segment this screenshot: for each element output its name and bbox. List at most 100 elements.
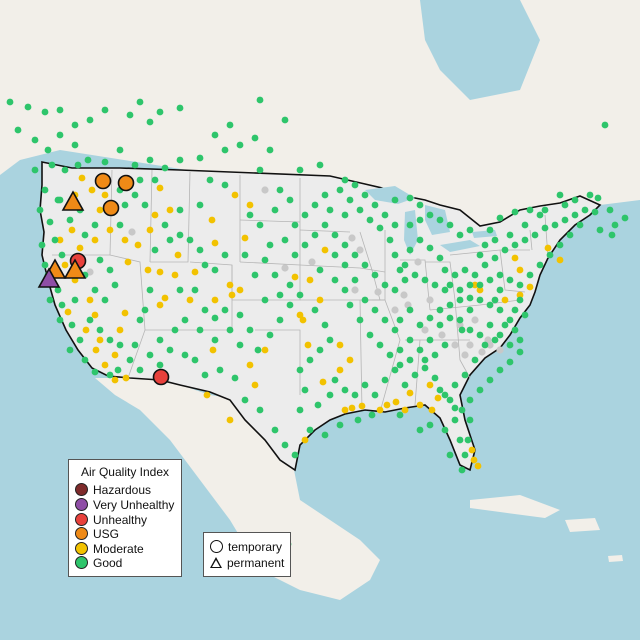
monitor-dot[interactable] bbox=[331, 231, 339, 239]
temporary-monitor-marker[interactable] bbox=[102, 199, 120, 217]
monitor-dot[interactable] bbox=[421, 276, 429, 284]
monitor-dot[interactable] bbox=[336, 341, 344, 349]
monitor-dot[interactable] bbox=[111, 281, 119, 289]
monitor-dot[interactable] bbox=[474, 462, 482, 470]
monitor-dot[interactable] bbox=[211, 266, 219, 274]
monitor-dot[interactable] bbox=[406, 246, 414, 254]
monitor-dot[interactable] bbox=[316, 266, 324, 274]
monitor-dot[interactable] bbox=[136, 176, 144, 184]
monitor-dot[interactable] bbox=[141, 201, 149, 209]
monitor-dot[interactable] bbox=[501, 296, 509, 304]
monitor-dot[interactable] bbox=[601, 121, 609, 129]
monitor-dot[interactable] bbox=[301, 436, 309, 444]
monitor-dot[interactable] bbox=[438, 331, 446, 339]
monitor-dot[interactable] bbox=[251, 271, 259, 279]
monitor-dot[interactable] bbox=[241, 251, 249, 259]
monitor-dot[interactable] bbox=[356, 206, 364, 214]
monitor-dot[interactable] bbox=[116, 146, 124, 154]
monitor-dot[interactable] bbox=[46, 218, 54, 226]
monitor-dot[interactable] bbox=[556, 191, 564, 199]
monitor-dot[interactable] bbox=[491, 254, 499, 262]
monitor-dot[interactable] bbox=[196, 154, 204, 162]
monitor-dot[interactable] bbox=[466, 341, 474, 349]
monitor-dot[interactable] bbox=[611, 221, 619, 229]
monitor-dot[interactable] bbox=[458, 406, 466, 414]
monitor-dot[interactable] bbox=[116, 326, 124, 334]
monitor-dot[interactable] bbox=[336, 186, 344, 194]
monitor-dot[interactable] bbox=[226, 416, 234, 424]
monitor-dot[interactable] bbox=[481, 341, 489, 349]
monitor-dot[interactable] bbox=[78, 174, 86, 182]
monitor-dot[interactable] bbox=[276, 316, 284, 324]
monitor-dot[interactable] bbox=[86, 316, 94, 324]
monitor-dot[interactable] bbox=[348, 234, 356, 242]
monitor-dot[interactable] bbox=[361, 381, 369, 389]
monitor-dot[interactable] bbox=[391, 366, 399, 374]
monitor-dot[interactable] bbox=[144, 266, 152, 274]
monitor-dot[interactable] bbox=[476, 281, 484, 289]
monitor-dot[interactable] bbox=[434, 394, 442, 402]
monitor-dot[interactable] bbox=[401, 381, 409, 389]
monitor-dot[interactable] bbox=[321, 191, 329, 199]
monitor-dot[interactable] bbox=[516, 296, 524, 304]
monitor-dot[interactable] bbox=[366, 331, 374, 339]
monitor-dot[interactable] bbox=[501, 321, 509, 329]
monitor-dot[interactable] bbox=[91, 368, 99, 376]
monitor-dot[interactable] bbox=[576, 221, 584, 229]
monitor-dot[interactable] bbox=[544, 244, 552, 252]
monitor-dot[interactable] bbox=[458, 466, 466, 474]
monitor-dot[interactable] bbox=[321, 221, 329, 229]
monitor-dot[interactable] bbox=[451, 341, 459, 349]
monitor-dot[interactable] bbox=[351, 251, 359, 259]
monitor-dot[interactable] bbox=[86, 116, 94, 124]
monitor-dot[interactable] bbox=[476, 331, 484, 339]
monitor-dot[interactable] bbox=[156, 361, 164, 369]
monitor-dot[interactable] bbox=[478, 348, 486, 356]
monitor-dot[interactable] bbox=[406, 356, 414, 364]
monitor-dot[interactable] bbox=[391, 251, 399, 259]
monitor-dot[interactable] bbox=[466, 416, 474, 424]
monitor-dot[interactable] bbox=[81, 356, 89, 364]
monitor-dot[interactable] bbox=[441, 266, 449, 274]
monitor-dot[interactable] bbox=[451, 416, 459, 424]
monitor-dot[interactable] bbox=[146, 351, 154, 359]
monitor-dot[interactable] bbox=[391, 221, 399, 229]
monitor-dot[interactable] bbox=[356, 246, 364, 254]
monitor-dot[interactable] bbox=[54, 286, 62, 294]
monitor-dot[interactable] bbox=[156, 336, 164, 344]
monitor-dot[interactable] bbox=[521, 311, 529, 319]
monitor-dot[interactable] bbox=[506, 231, 514, 239]
monitor-dot[interactable] bbox=[391, 196, 399, 204]
monitor-dot[interactable] bbox=[351, 391, 359, 399]
monitor-dot[interactable] bbox=[311, 201, 319, 209]
monitor-dot[interactable] bbox=[386, 236, 394, 244]
monitor-dot[interactable] bbox=[236, 341, 244, 349]
monitor-dot[interactable] bbox=[86, 268, 94, 276]
monitor-dot[interactable] bbox=[526, 283, 534, 291]
monitor-dot[interactable] bbox=[431, 374, 439, 382]
monitor-dot[interactable] bbox=[296, 166, 304, 174]
monitor-dot[interactable] bbox=[301, 211, 309, 219]
monitor-dot[interactable] bbox=[236, 141, 244, 149]
monitor-dot[interactable] bbox=[291, 273, 299, 281]
monitor-dot[interactable] bbox=[156, 301, 164, 309]
monitor-dot[interactable] bbox=[421, 364, 429, 372]
monitor-dot[interactable] bbox=[496, 306, 504, 314]
monitor-dot[interactable] bbox=[471, 316, 479, 324]
monitor-dot[interactable] bbox=[396, 411, 404, 419]
monitor-dot[interactable] bbox=[271, 426, 279, 434]
monitor-dot[interactable] bbox=[471, 271, 479, 279]
monitor-dot[interactable] bbox=[38, 241, 46, 249]
monitor-dot[interactable] bbox=[291, 251, 299, 259]
monitor-dot[interactable] bbox=[91, 286, 99, 294]
monitor-dot[interactable] bbox=[486, 226, 494, 234]
monitor-dot[interactable] bbox=[381, 376, 389, 384]
monitor-dot[interactable] bbox=[396, 266, 404, 274]
monitor-dot[interactable] bbox=[281, 116, 289, 124]
monitor-dot[interactable] bbox=[461, 451, 469, 459]
monitor-dot[interactable] bbox=[386, 351, 394, 359]
monitor-dot[interactable] bbox=[436, 321, 444, 329]
monitor-dot[interactable] bbox=[211, 239, 219, 247]
monitor-dot[interactable] bbox=[191, 286, 199, 294]
monitor-dot[interactable] bbox=[131, 191, 139, 199]
